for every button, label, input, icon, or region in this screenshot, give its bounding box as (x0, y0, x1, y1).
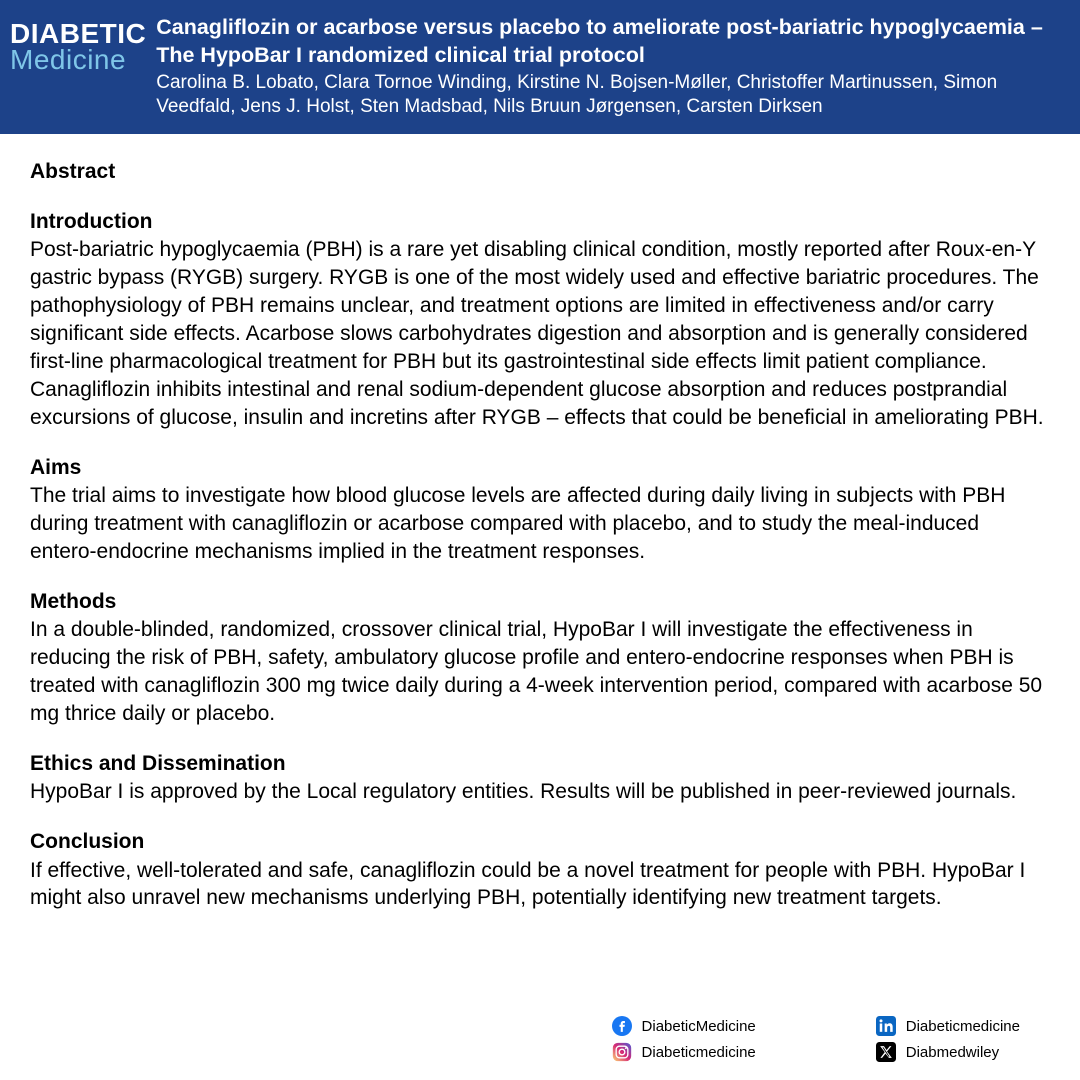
heading-aims: Aims (30, 454, 1050, 482)
body-methods: In a double-blinded, randomized, crossov… (30, 616, 1050, 728)
heading-conclusion: Conclusion (30, 828, 1050, 856)
facebook-icon (612, 1016, 632, 1036)
abstract-content: Abstract Introduction Post-bariatric hyp… (0, 134, 1080, 945)
section-aims: Aims The trial aims to investigate how b… (30, 454, 1050, 566)
header-text-block: Canagliflozin or acarbose versus placebo… (156, 14, 1060, 120)
body-ethics: HypoBar I is approved by the Local regul… (30, 778, 1050, 806)
heading-methods: Methods (30, 588, 1050, 616)
article-title: Canagliflozin or acarbose versus placebo… (156, 14, 1060, 69)
social-footer: DiabeticMedicine Diabeticmedicine Diabet… (0, 1016, 1080, 1062)
body-conclusion: If effective, well-tolerated and safe, c… (30, 857, 1050, 913)
social-instagram[interactable]: Diabeticmedicine (612, 1042, 756, 1062)
section-ethics: Ethics and Dissemination HypoBar I is ap… (30, 750, 1050, 806)
body-aims: The trial aims to investigate how blood … (30, 482, 1050, 566)
heading-abstract: Abstract (30, 158, 1050, 186)
heading-introduction: Introduction (30, 208, 1050, 236)
section-introduction: Introduction Post-bariatric hypoglycaemi… (30, 208, 1050, 432)
journal-logo: DIABETIC Medicine (10, 14, 150, 74)
section-methods: Methods In a double-blinded, randomized,… (30, 588, 1050, 728)
body-introduction: Post-bariatric hypoglycaemia (PBH) is a … (30, 236, 1050, 431)
social-facebook-label: DiabeticMedicine (642, 1018, 756, 1035)
social-instagram-label: Diabeticmedicine (642, 1044, 756, 1061)
social-x[interactable]: Diabmedwiley (876, 1042, 1020, 1062)
heading-ethics: Ethics and Dissemination (30, 750, 1050, 778)
logo-line2: Medicine (10, 46, 146, 74)
article-authors: Carolina B. Lobato, Clara Tornoe Winding… (156, 71, 1060, 120)
instagram-icon (612, 1042, 632, 1062)
social-linkedin-label: Diabeticmedicine (906, 1018, 1020, 1035)
section-abstract: Abstract (30, 158, 1050, 186)
social-col-left: DiabeticMedicine Diabeticmedicine (612, 1016, 756, 1062)
section-conclusion: Conclusion If effective, well-tolerated … (30, 828, 1050, 912)
social-linkedin[interactable]: Diabeticmedicine (876, 1016, 1020, 1036)
social-col-right: Diabeticmedicine Diabmedwiley (876, 1016, 1020, 1062)
linkedin-icon (876, 1016, 896, 1036)
social-facebook[interactable]: DiabeticMedicine (612, 1016, 756, 1036)
social-x-label: Diabmedwiley (906, 1044, 999, 1061)
header-banner: DIABETIC Medicine Canagliflozin or acarb… (0, 0, 1080, 134)
x-icon (876, 1042, 896, 1062)
